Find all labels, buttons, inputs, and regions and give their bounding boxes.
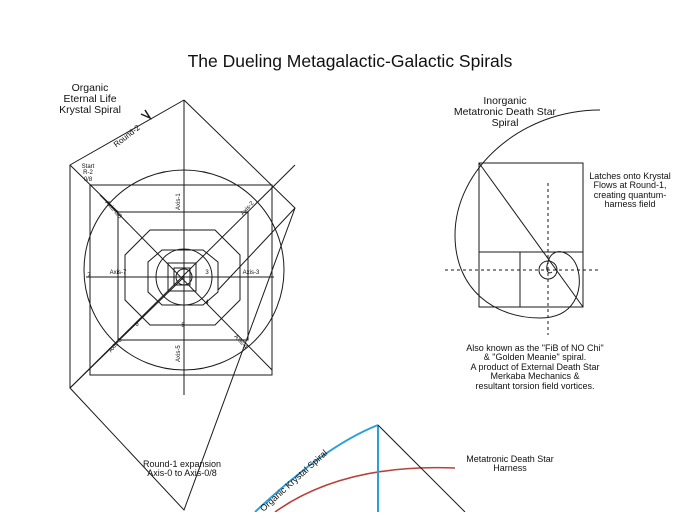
organic-spiral-label: Organic Eternal Life Krystal Spiral [50, 82, 130, 117]
death-star-harness-label: Metatronic Death Star Harness [450, 454, 570, 474]
start-label-line: 0/8 [83, 176, 93, 183]
inorganic-label-line: Metatronic Death Star [453, 106, 557, 119]
axis5-label: Axis-5 [176, 345, 182, 362]
also-known-line: resultant torsion field vortices. [475, 380, 595, 391]
also-known-line: A product of External Death Star [470, 361, 600, 372]
octagon-1 [124, 229, 241, 326]
metatronic-curve-red [274, 466, 456, 512]
outer-frame [69, 99, 296, 511]
page-title: The Dueling Metagalactic-Galactic Spiral… [187, 51, 513, 71]
latches-note-line: Flows at Round-1, [593, 180, 667, 191]
axis-line-diag-a [99, 194, 273, 371]
latches-note-line: harness field [604, 199, 656, 210]
latches-note-line: creating quantum- [593, 189, 667, 200]
axis1-label: Axis-1 [176, 193, 182, 210]
inorganic-spiral-label: Inorganic Metatronic Death Star Spiral [440, 95, 570, 130]
organic-label-line: Krystal Spiral [59, 104, 121, 117]
latches-note: Latches onto Krystal Flows at Round-1, c… [578, 171, 682, 210]
round1-expansion-label: Round-1 expansion Axis-0 to Axis-0/8 [122, 459, 242, 479]
spiral-circle-inner [155, 248, 213, 306]
organic-curve-blue [254, 424, 379, 512]
frame-right-diag [217, 207, 296, 291]
organic-label-line: Organic [71, 82, 109, 94]
inorganic-label-line: Spiral [491, 117, 519, 130]
num-6: 6 [135, 322, 139, 328]
latches-note-line: Latches onto Krystal [589, 171, 671, 181]
also-known-note: Also known as the "FiB of NO Chi" & "Gol… [445, 343, 625, 391]
also-known-line: & "Golden Meanie" spiral. [483, 352, 587, 363]
frame-left-top [69, 164, 119, 213]
harness-label-line: Harness [493, 463, 527, 474]
spiral-circle-core [175, 268, 193, 286]
krystal-spiral-geometry [69, 99, 296, 511]
axis7-label: Axis-7 [109, 270, 127, 276]
start-label-line: R-2 [83, 170, 93, 177]
num-3: 3 [205, 270, 209, 276]
num-4: 4 [205, 300, 209, 306]
also-known-line: Merkaba Mechanics & [490, 371, 580, 382]
octagon-2 [147, 249, 219, 306]
frame-square-2 [117, 211, 249, 341]
spiral-box-diag [478, 162, 584, 308]
num-7: 7 [87, 273, 91, 279]
spiral-circle-outer [83, 169, 285, 371]
also-known-line: Also known as the "FiB of NO Chi" [466, 343, 604, 353]
inorganic-label-line: Inorganic [483, 95, 527, 107]
harness-label-line: Metatronic Death Star [466, 454, 554, 464]
round1-expansion-line: Axis-0 to Axis-0/8 [147, 468, 217, 479]
axis-line-lower-left [69, 276, 185, 389]
axis3-label: Axis-3 [242, 270, 260, 276]
start-label-line: Start [81, 164, 95, 170]
frame-square-1 [89, 184, 273, 376]
round2-arrow [140, 109, 152, 120]
start-label: Start R-2 0/8 [78, 164, 98, 183]
round1-expansion-line: Round-1 expansion [142, 459, 222, 469]
death-star-spiral-arc [454, 109, 601, 319]
num-5: 5 [181, 323, 185, 329]
death-star-spiral-geometry [445, 109, 601, 335]
spiral-small-circle [538, 260, 558, 280]
spiral-box-outer [478, 162, 584, 308]
bottom-harness-geometry [254, 424, 466, 512]
organic-label-line: Eternal Life [63, 93, 117, 106]
harness-diagonal [377, 424, 466, 512]
